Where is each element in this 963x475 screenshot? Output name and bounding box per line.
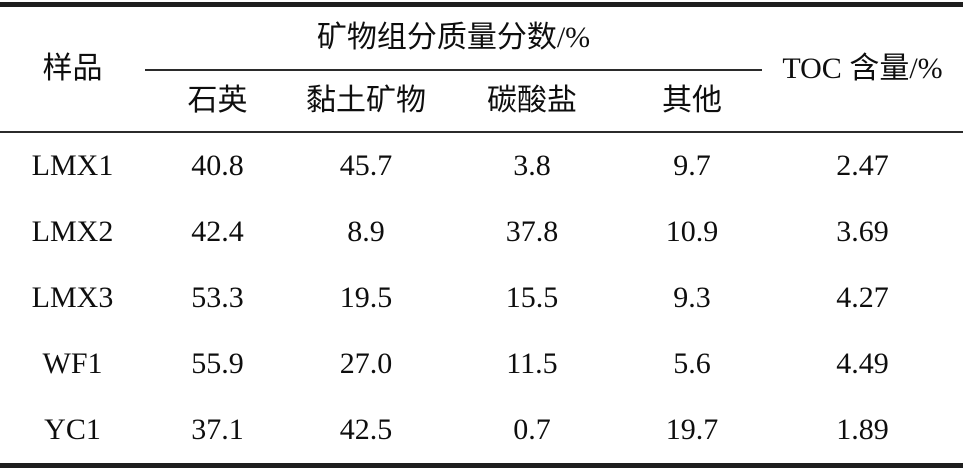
value-cell: 15.5: [505, 281, 559, 314]
value-cell: 19.5: [339, 281, 393, 314]
value-cell: 10.9: [665, 215, 719, 248]
value-cell: 4.27: [836, 281, 889, 314]
sample-cell: LMX2: [31, 215, 114, 248]
value-cell: 40.8: [191, 149, 244, 182]
value-cell: 27.0: [339, 347, 393, 380]
header-row-group: 样品 矿物组分质量分数/% TOC 含量/%: [0, 4, 963, 133]
value-cell: 45.7: [339, 149, 393, 182]
header-other: 其他: [622, 70, 763, 133]
table-body: LMX1 40.8 45.7 3.8 9.7 2.47 LMX2 42.4 8.…: [0, 132, 963, 466]
header-mineral-group: 矿物组分质量分数/%: [145, 4, 763, 71]
header-sample: 样品: [0, 4, 145, 133]
value-cell: 11.5: [506, 347, 558, 380]
table-row: LMX2 42.4 8.9 37.8 10.9 3.69: [0, 199, 963, 265]
header-row-sub: 石英 黏土矿物 碳酸盐 其他: [0, 70, 963, 133]
value-cell: 5.6: [673, 347, 711, 380]
sample-cell: WF1: [42, 347, 103, 380]
table-row: WF1 55.9 27.0 11.5 5.6 4.49: [0, 331, 963, 397]
value-cell: 37.1: [191, 413, 244, 446]
value-cell: 8.9: [347, 215, 385, 248]
header-quartz: 石英: [145, 70, 290, 133]
value-cell: 53.3: [191, 281, 244, 314]
value-cell: 37.8: [505, 215, 559, 248]
header-clay-minerals: 黏土矿物: [290, 70, 442, 133]
value-cell: 9.7: [673, 149, 711, 182]
value-cell: 0.7: [513, 413, 551, 446]
header-toc: TOC 含量/%: [762, 4, 963, 133]
value-cell: 2.47: [836, 149, 889, 182]
sample-cell: LMX1: [31, 149, 114, 182]
value-cell: 19.7: [665, 413, 719, 446]
value-cell: 9.3: [673, 281, 711, 314]
value-cell: 3.69: [836, 215, 889, 248]
sample-cell: LMX3: [31, 281, 114, 314]
value-cell: 42.5: [339, 413, 393, 446]
value-cell: 1.89: [836, 413, 889, 446]
header-carbonate: 碳酸盐: [442, 70, 622, 133]
value-cell: 55.9: [191, 347, 244, 380]
value-cell: 4.49: [836, 347, 889, 380]
table-header: 样品 矿物组分质量分数/% TOC 含量/% 石英 黏土矿物 碳酸盐 其他: [0, 4, 963, 133]
table-row: LMX1 40.8 45.7 3.8 9.7 2.47: [0, 132, 963, 199]
table-row: YC1 37.1 42.5 0.7 19.7 1.89: [0, 397, 963, 466]
sample-cell: YC1: [44, 413, 101, 446]
table-row: LMX3 53.3 19.5 15.5 9.3 4.27: [0, 265, 963, 331]
value-cell: 3.8: [513, 149, 551, 182]
value-cell: 42.4: [191, 215, 244, 248]
